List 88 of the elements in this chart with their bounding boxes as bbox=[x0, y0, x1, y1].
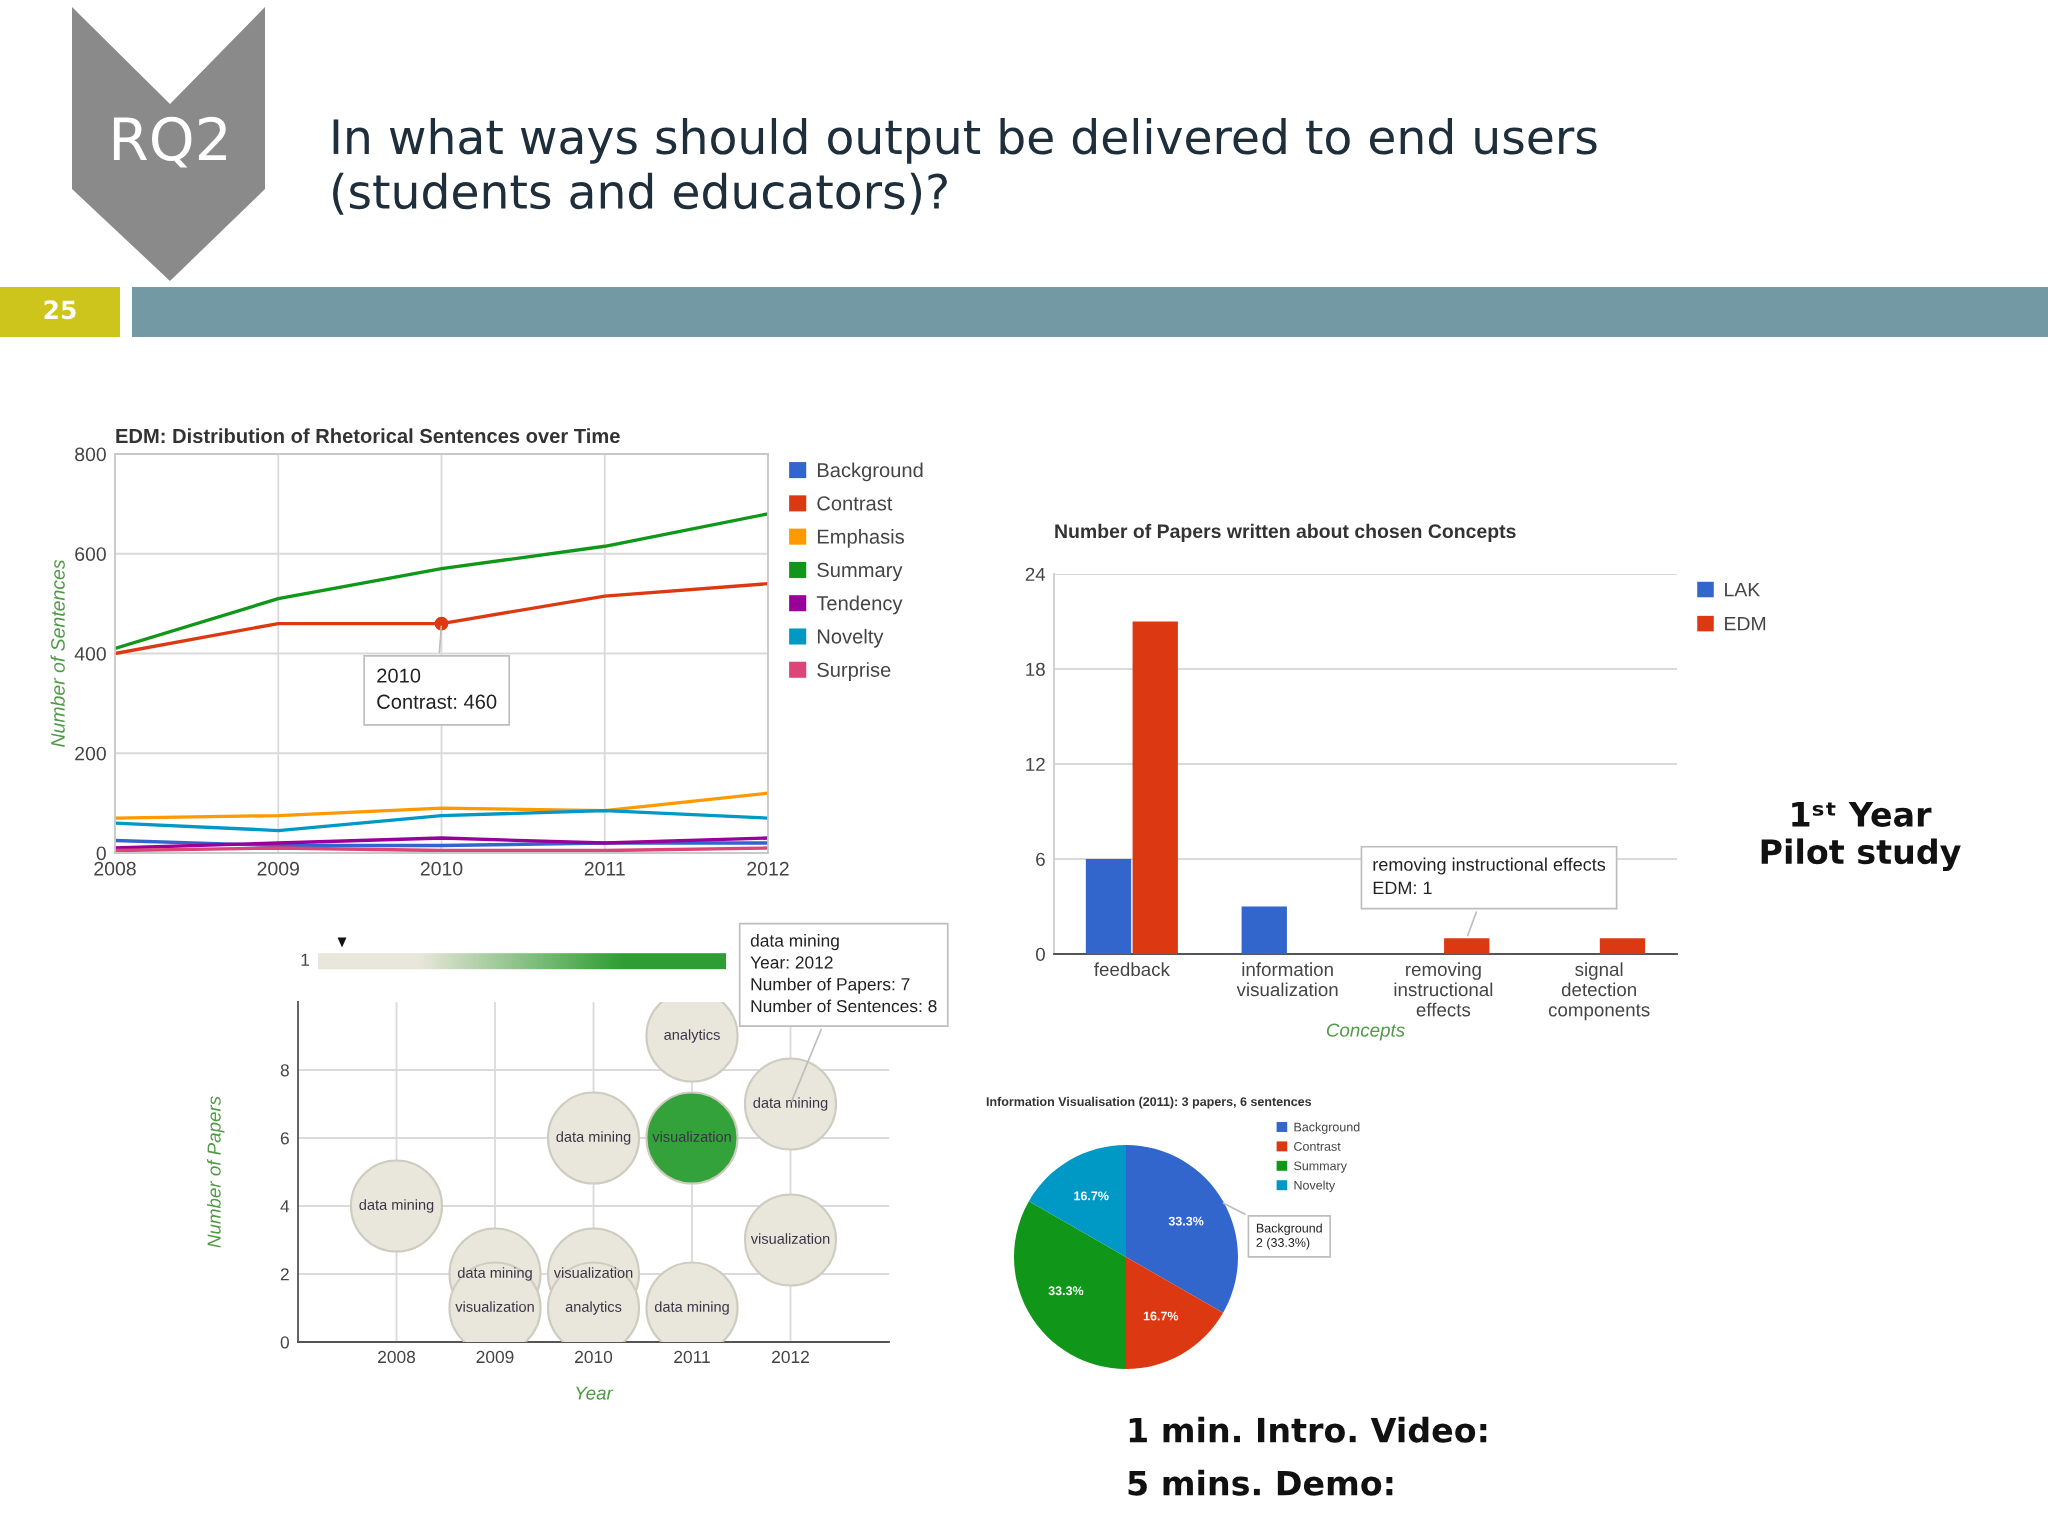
y-tick-label: 400 bbox=[74, 646, 106, 661]
legend-label: Summary bbox=[817, 562, 903, 582]
data-label: 16.7% bbox=[1143, 1311, 1179, 1321]
x-axis-title: Year bbox=[576, 1386, 614, 1400]
y-tick-label: 8 bbox=[280, 1064, 289, 1077]
text: data mining bbox=[654, 1301, 729, 1315]
text: 1ˢᵗ Year Pilot study bbox=[1761, 802, 1961, 871]
text: In what ways should output be delivered to end users (students and educators)? bbox=[333, 118, 1597, 215]
y-tick-label: 200 bbox=[75, 746, 106, 761]
x-tick-label: 2011 bbox=[674, 1350, 710, 1364]
chart-title: Information Visualisation (2011): 3 papers, 6 sentences bbox=[986, 1096, 1312, 1109]
legend-label: Surprise bbox=[817, 662, 891, 681]
text: 1 bbox=[301, 953, 310, 966]
text: data mining bbox=[753, 1097, 828, 1111]
chart-title: Number of Papers written about chosen Concepts bbox=[1055, 523, 1516, 542]
text: Background 2 (33.3%) bbox=[1256, 1223, 1322, 1250]
chart-title: EDM: Distribution of Rhetorical Sentences over Time bbox=[116, 428, 620, 444]
x-tick-label: feedback bbox=[1094, 962, 1170, 977]
x-axis-title: Concepts bbox=[1326, 1023, 1405, 1041]
y-tick-label: 600 bbox=[75, 547, 106, 561]
legend-label: Summary bbox=[1294, 1161, 1347, 1173]
line-series bbox=[115, 791, 768, 820]
bar bbox=[1444, 938, 1490, 954]
legend-label: Contrast bbox=[1294, 1141, 1341, 1151]
x-tick-label: 2012 bbox=[747, 861, 789, 876]
annotation: removing instructional effects EDM: 1 bbox=[1373, 857, 1606, 895]
series-label: data mining bbox=[556, 1131, 631, 1145]
y-tick-label: 18 bbox=[1026, 662, 1045, 676]
y-tick-label: 0 bbox=[280, 1336, 289, 1349]
pie-slice bbox=[1014, 1201, 1126, 1369]
y-axis-title: Number of Sentences bbox=[50, 559, 65, 747]
annotation: 2010 Contrast: 460 bbox=[377, 668, 497, 709]
line-series bbox=[115, 582, 768, 656]
series-label: analytics bbox=[565, 1301, 622, 1315]
y-tick-label: 12 bbox=[1026, 757, 1045, 771]
text: visualization bbox=[750, 1233, 830, 1244]
x-tick-label: 2010 bbox=[420, 861, 463, 876]
text: 1 min. Intro. Video: bbox=[1129, 1416, 1487, 1443]
pie-slice bbox=[1126, 1257, 1224, 1369]
bar bbox=[1241, 906, 1287, 954]
text: visualization bbox=[652, 1131, 731, 1142]
series-label: visualization bbox=[455, 1301, 534, 1312]
line-series bbox=[115, 808, 768, 833]
y-tick-label: 0 bbox=[1035, 947, 1045, 961]
bar bbox=[1599, 938, 1646, 954]
x-tick-label: removing instructional effects bbox=[1394, 962, 1493, 1017]
x-tick-label: 2009 bbox=[257, 861, 299, 876]
y-tick-label: 800 bbox=[75, 447, 106, 462]
x-tick-label: 2009 bbox=[476, 1350, 514, 1364]
x-tick-label: 2011 bbox=[584, 861, 625, 876]
legend-label: EDM bbox=[1725, 616, 1766, 631]
text: data mining bbox=[359, 1199, 434, 1213]
legend-label: Background bbox=[817, 462, 923, 482]
text: RQ2 bbox=[113, 116, 226, 168]
y-tick-label: 2 bbox=[280, 1268, 289, 1281]
annotation: data mining Year: 2012 Number of Papers: 7 Number of Sentences: 8 bbox=[750, 934, 937, 1013]
y-tick-label: 6 bbox=[1036, 852, 1045, 866]
data-label: 33.3% bbox=[1048, 1286, 1084, 1296]
pie-slice bbox=[1126, 1145, 1238, 1313]
y-axis-title: Number of Papers bbox=[206, 1096, 225, 1248]
legend-label: LAK bbox=[1725, 582, 1761, 597]
data-label: 33.3% bbox=[1168, 1216, 1204, 1226]
y-tick-label: 0 bbox=[96, 846, 106, 861]
text: visualization bbox=[553, 1267, 633, 1278]
legend-label: Contrast bbox=[817, 496, 893, 511]
x-tick-label: information visualization bbox=[1236, 962, 1338, 997]
bar bbox=[1085, 859, 1132, 954]
legend-label: Emphasis bbox=[817, 529, 904, 548]
y-tick-label: 6 bbox=[280, 1132, 289, 1145]
legend-label: Novelty bbox=[817, 628, 884, 648]
data-label: 16.7% bbox=[1074, 1191, 1109, 1201]
legend-label: Novelty bbox=[1294, 1180, 1336, 1193]
bar bbox=[1132, 621, 1178, 954]
x-tick-label: 2010 bbox=[575, 1350, 613, 1364]
x-tick-label: 2012 bbox=[772, 1350, 809, 1364]
text: 25 bbox=[44, 300, 76, 320]
x-tick-label: 2008 bbox=[378, 1350, 416, 1364]
legend-label: Background bbox=[1294, 1122, 1360, 1134]
line-series bbox=[115, 512, 768, 651]
text: data mining bbox=[457, 1267, 532, 1281]
y-tick-label: 4 bbox=[280, 1200, 290, 1213]
text: analytics bbox=[664, 1029, 720, 1043]
text: 5 mins. Demo: bbox=[1128, 1469, 1393, 1496]
y-tick-label: 24 bbox=[1025, 567, 1046, 581]
x-tick-label: signal detection components bbox=[1548, 962, 1650, 1021]
pie-slice bbox=[1028, 1145, 1126, 1257]
legend-label: Tendency bbox=[816, 595, 903, 615]
x-tick-label: 2008 bbox=[94, 861, 136, 876]
